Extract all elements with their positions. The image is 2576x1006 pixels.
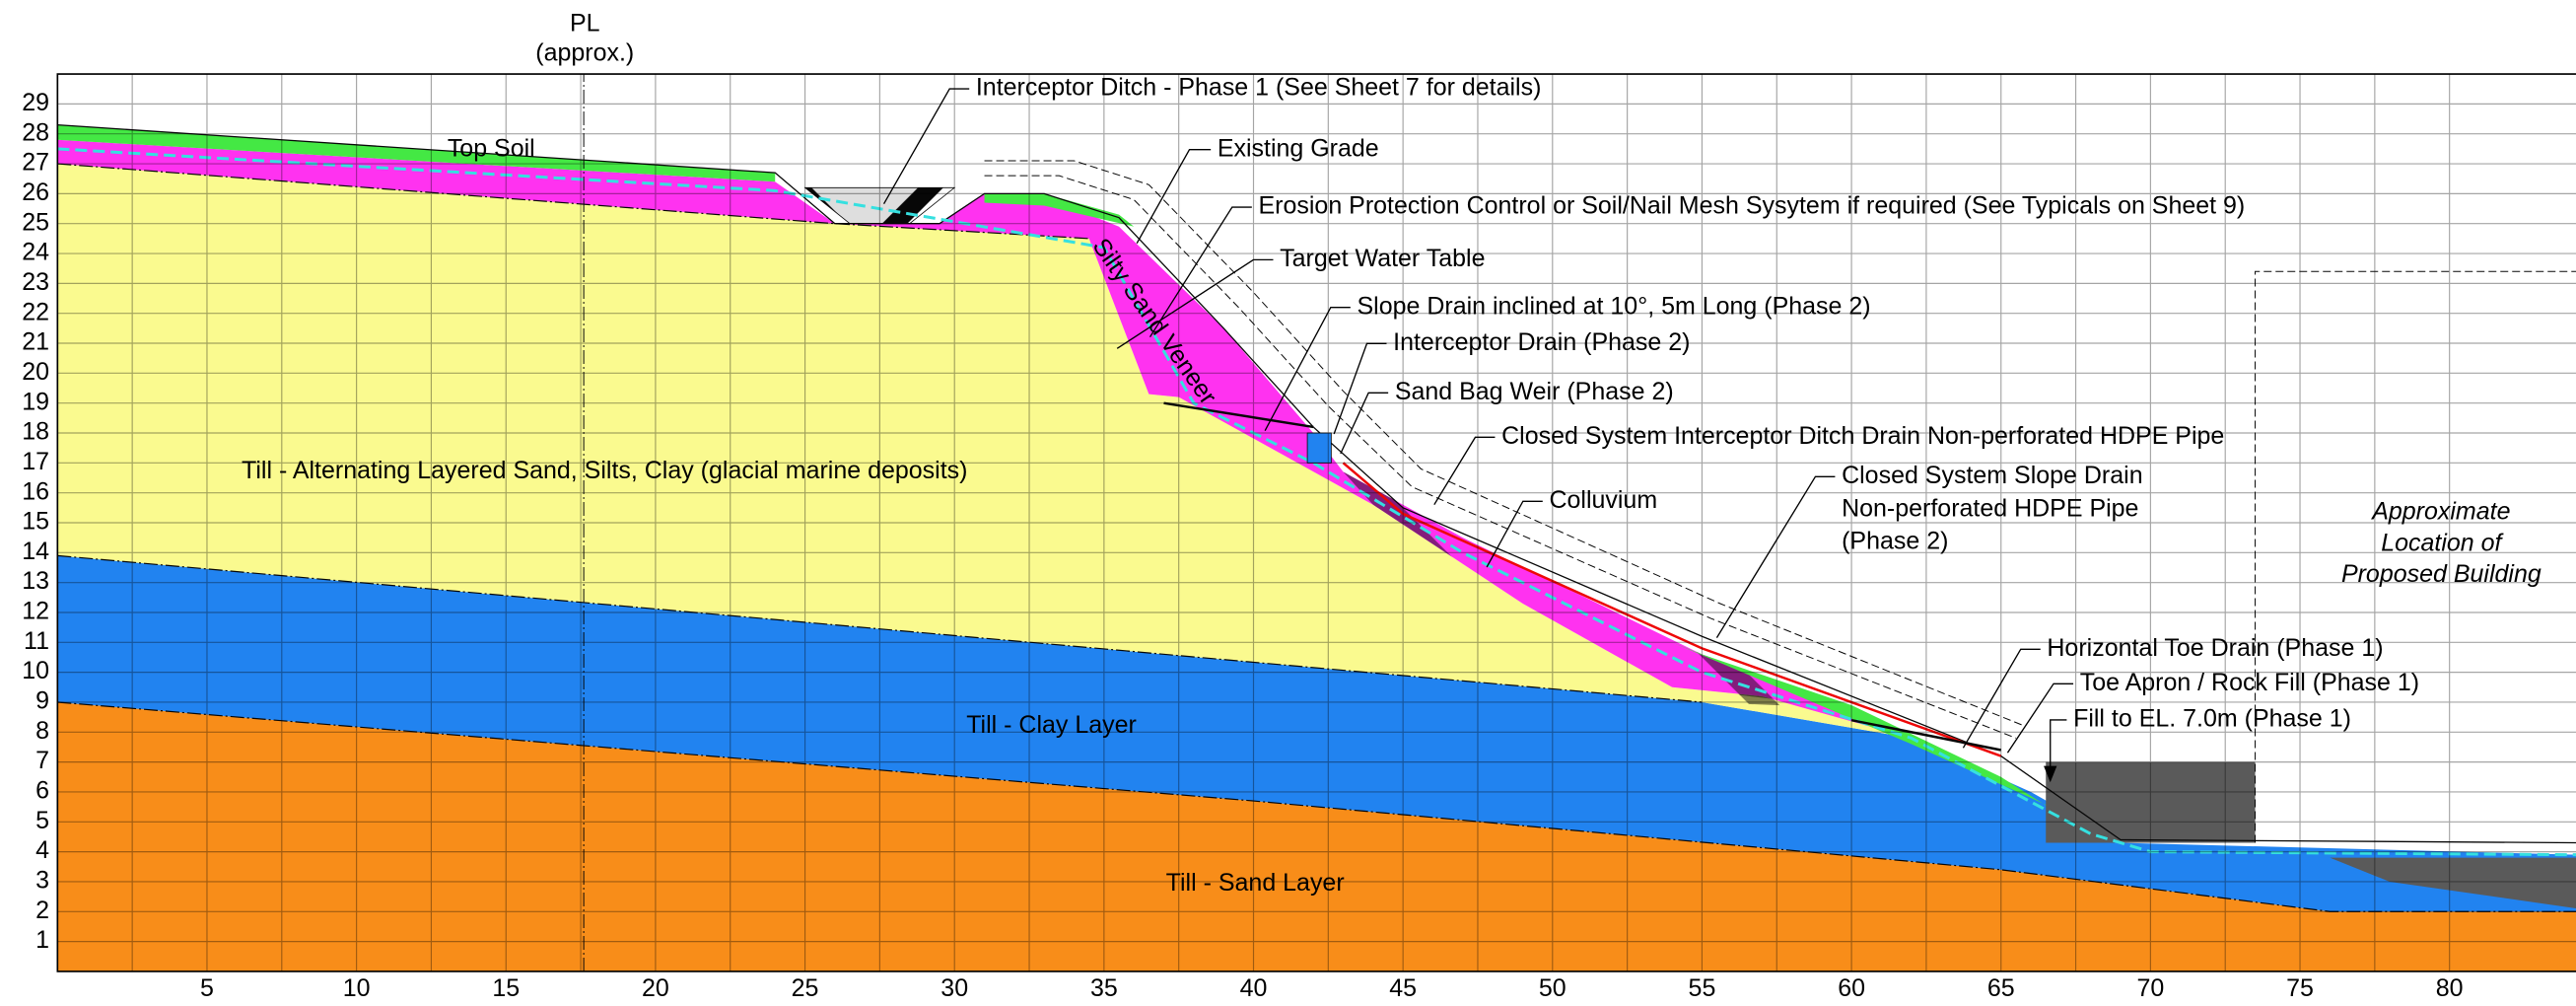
y-tick-label: 3 — [35, 867, 49, 895]
annotation: Horizontal Toe Drain (Phase 1) — [2047, 634, 2383, 662]
y-tick-label: 7 — [35, 747, 49, 774]
y-tick-label: 26 — [22, 179, 49, 206]
y-tick-label: 20 — [22, 358, 49, 386]
y-tick-label: 21 — [22, 328, 49, 356]
y-tick-label: 8 — [35, 717, 49, 745]
x-tick-label: 25 — [792, 974, 819, 1002]
y-tick-label: 6 — [35, 777, 49, 805]
annotation: Closed System Interceptor Ditch Drain No… — [1501, 422, 2224, 450]
y-tick-label: 5 — [35, 807, 49, 834]
y-tick-label: 27 — [22, 149, 49, 177]
x-tick-label: 40 — [1240, 974, 1268, 1002]
leader — [1963, 649, 2040, 748]
x-tick-label: 30 — [940, 974, 968, 1002]
leader — [1341, 393, 1388, 454]
annotation: Closed System Slope Drain — [1842, 462, 2143, 489]
annotation: Non-perforated HDPE Pipe — [1842, 494, 2138, 522]
leader — [1334, 343, 1386, 434]
x-tick-label: 80 — [2436, 974, 2464, 1002]
layer-label: Top Soil — [448, 134, 535, 162]
x-tick-label: 45 — [1389, 974, 1417, 1002]
y-tick-label: 16 — [22, 477, 49, 505]
annotation: (Phase 2) — [1842, 528, 1948, 555]
annotation: Sand Bag Weir (Phase 2) — [1395, 378, 1674, 405]
annotation: Slope Drain inclined at 10°, 5m Long (Ph… — [1357, 292, 1870, 320]
annotation: Fill to EL. 7.0m (Phase 1) — [2073, 705, 2351, 733]
y-tick-label: 29 — [22, 89, 49, 116]
annotation: Interceptor Drain (Phase 2) — [1393, 328, 1690, 356]
y-tick-label: 4 — [35, 836, 49, 864]
leader — [1716, 476, 1835, 637]
pl-note: (approx.) — [535, 39, 634, 67]
leader — [2007, 683, 2073, 753]
x-tick-label: 75 — [2286, 974, 2314, 1002]
y-tick-label: 22 — [22, 298, 49, 325]
pl-label: PL — [570, 10, 600, 37]
annotation: Colluvium — [1549, 486, 1657, 514]
x-tick-label: 15 — [492, 974, 520, 1002]
x-tick-label: 10 — [343, 974, 371, 1002]
y-tick-label: 9 — [35, 687, 49, 715]
y-tick-label: 15 — [22, 508, 49, 536]
x-tick-label: 60 — [1838, 974, 1865, 1002]
layer-label: Till - Alternating Layered Sand, Silts, … — [242, 457, 967, 484]
y-tick-label: 10 — [22, 657, 49, 684]
leader — [1434, 437, 1496, 504]
y-tick-label: 19 — [22, 388, 49, 415]
y-tick-label: 28 — [22, 118, 49, 146]
layer-label: Till - Sand Layer — [1166, 869, 1345, 897]
y-tick-label: 25 — [22, 208, 49, 236]
x-tick-label: 50 — [1539, 974, 1566, 1002]
y-tick-label: 2 — [35, 897, 49, 924]
cross-section: PL (approx.) Top Soil Till - Alternating… — [0, 0, 2576, 1006]
x-tick-label: 35 — [1090, 974, 1118, 1002]
weir — [1307, 433, 1331, 463]
x-tick-label: 55 — [1689, 974, 1716, 1002]
y-tick-label: 17 — [22, 448, 49, 475]
y-tick-label: 12 — [22, 598, 49, 625]
building-note: Approximate — [2370, 498, 2510, 526]
annotation: Target Water Table — [1280, 245, 1485, 272]
y-tick-label: 23 — [22, 268, 49, 296]
annotation: Interceptor Ditch - Phase 1 (See Sheet 7… — [976, 74, 1542, 102]
y-tick-label: 14 — [22, 538, 49, 565]
building-note: Proposed Building — [2341, 560, 2541, 588]
leader — [884, 89, 970, 204]
annotation: Existing Grade — [1218, 134, 1379, 162]
y-tick-label: 11 — [24, 627, 49, 655]
x-tick-label: 70 — [2136, 974, 2164, 1002]
x-tick-label: 20 — [642, 974, 669, 1002]
y-tick-label: 13 — [22, 567, 49, 595]
page: {"header":{"pl_label":"PL","pl_note":"(a… — [0, 0, 2576, 1006]
y-tick-label: 24 — [22, 239, 49, 266]
y-tick-label: 18 — [22, 418, 49, 446]
x-tick-label: 5 — [200, 974, 214, 1002]
layer-label: Till - Clay Layer — [966, 711, 1137, 739]
building-outline — [2256, 271, 2576, 842]
x-tick-label: 65 — [1987, 974, 2015, 1002]
y-tick-label: 1 — [35, 926, 49, 954]
annotation: Erosion Protection Control or Soil/Nail … — [1259, 192, 2246, 220]
